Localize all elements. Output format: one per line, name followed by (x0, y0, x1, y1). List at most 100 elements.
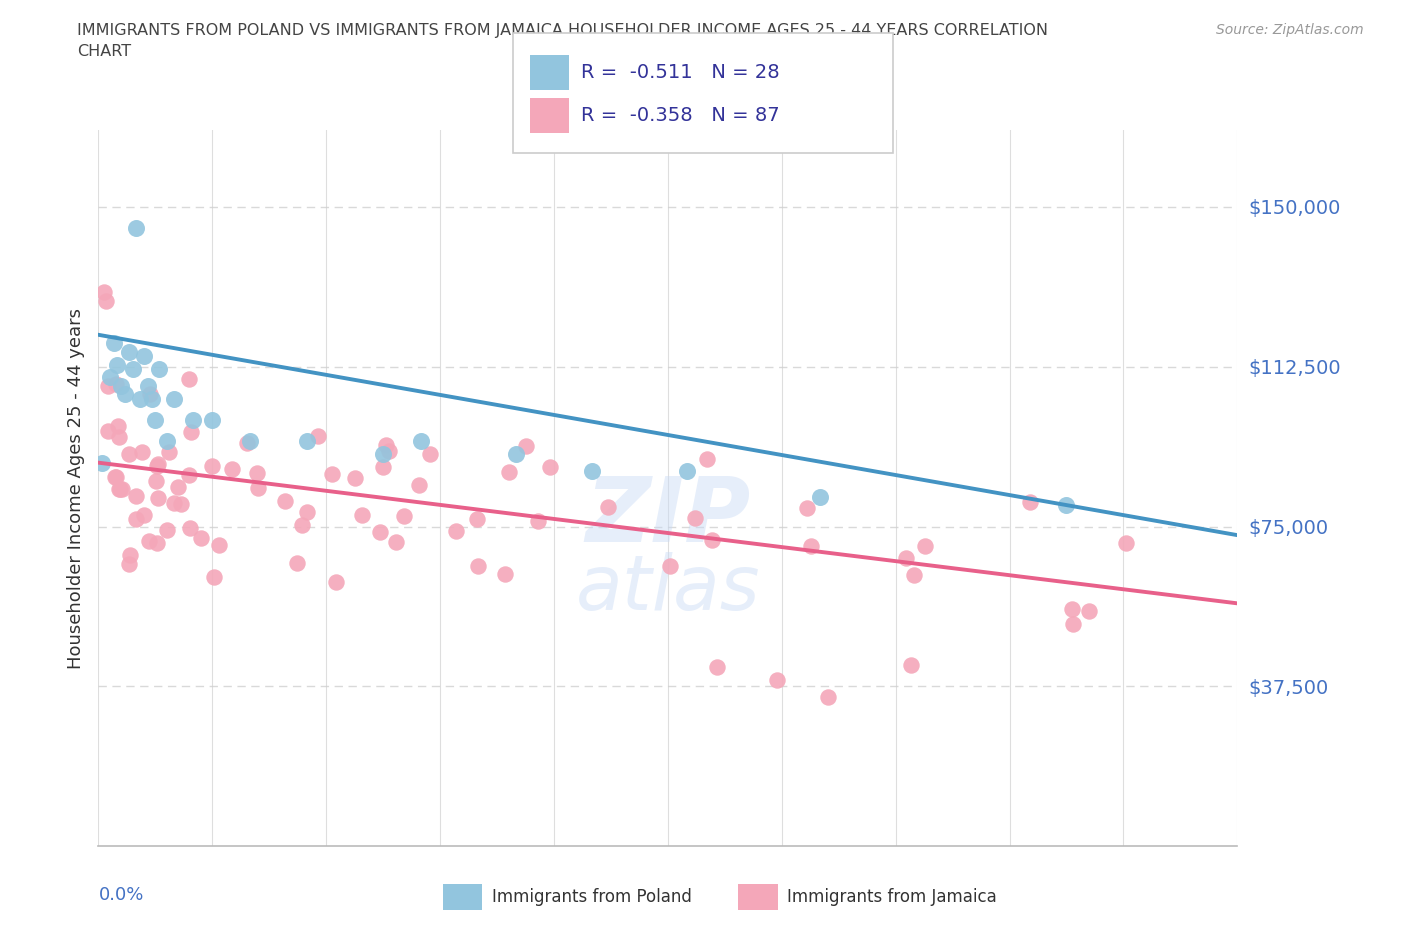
Point (706, 660, 728, 675)
Point (598, 499, 620, 514)
Point (246, 466, 269, 481)
Y-axis label: Householder Income Ages 25 - 44 years: Householder Income Ages 25 - 44 years (66, 308, 84, 669)
Point (146, 457, 169, 472)
Point (110, 379, 132, 393)
Point (659, 559, 682, 574)
Point (136, 379, 159, 393)
Point (465, 512, 488, 526)
Point (125, 220, 148, 235)
Point (285, 555, 308, 570)
Point (297, 434, 319, 449)
Point (148, 362, 170, 377)
Point (107, 357, 129, 372)
Text: IMMIGRANTS FROM POLAND VS IMMIGRANTS FROM JAMAICA HOUSEHOLDER INCOME AGES 25 - 4: IMMIGRANTS FROM POLAND VS IMMIGRANTS FRO… (77, 23, 1049, 38)
Point (114, 387, 136, 402)
Point (538, 459, 561, 474)
Point (247, 481, 270, 496)
Point (183, 413, 205, 428)
Point (444, 524, 467, 538)
Text: R =  -0.511   N = 28: R = -0.511 N = 28 (581, 63, 779, 82)
Text: 0.0%: 0.0% (98, 885, 143, 904)
Point (138, 534, 160, 549)
Point (108, 430, 131, 445)
Point (118, 344, 141, 359)
Point (894, 551, 917, 565)
Point (274, 494, 297, 509)
Point (179, 521, 201, 536)
Point (107, 482, 129, 497)
Point (202, 570, 225, 585)
Point (307, 429, 329, 444)
Point (368, 525, 391, 539)
Text: R =  -0.358   N = 87: R = -0.358 N = 87 (581, 106, 779, 125)
Point (146, 536, 169, 551)
Point (581, 464, 603, 479)
Point (1078, 604, 1101, 618)
Point (685, 511, 707, 525)
Point (903, 567, 925, 582)
Point (208, 538, 231, 553)
Point (157, 445, 180, 459)
Point (817, 690, 839, 705)
Point (384, 535, 406, 550)
Point (97, 379, 120, 393)
Point (494, 566, 516, 581)
Point (796, 500, 818, 515)
Point (1062, 602, 1084, 617)
Point (98, 370, 121, 385)
Point (104, 470, 127, 485)
Point (118, 557, 141, 572)
Point (914, 539, 936, 554)
Point (103, 336, 125, 351)
Point (139, 387, 162, 402)
Point (105, 470, 128, 485)
Point (201, 413, 224, 428)
Point (163, 392, 186, 406)
Point (131, 445, 153, 459)
Point (467, 559, 489, 574)
Point (291, 517, 314, 532)
Point (110, 482, 132, 497)
Text: Immigrants from Poland: Immigrants from Poland (492, 887, 692, 906)
Point (121, 362, 143, 377)
Text: ZIP: ZIP (585, 472, 751, 561)
Point (373, 459, 395, 474)
Point (125, 512, 148, 526)
Point (1019, 495, 1042, 510)
Point (145, 459, 167, 474)
Point (236, 436, 259, 451)
Point (167, 480, 190, 495)
Point (1062, 617, 1084, 631)
Point (110, 482, 132, 497)
Point (93, 285, 115, 299)
Point (352, 508, 374, 523)
Point (145, 413, 167, 428)
Point (146, 490, 169, 505)
Point (177, 372, 200, 387)
Text: Immigrants from Jamaica: Immigrants from Jamaica (787, 887, 997, 906)
Text: CHART: CHART (77, 44, 131, 59)
Point (118, 446, 141, 461)
Text: Source: ZipAtlas.com: Source: ZipAtlas.com (1216, 23, 1364, 37)
Point (129, 392, 152, 406)
Point (201, 458, 224, 473)
Point (141, 392, 163, 406)
Point (808, 489, 831, 504)
Point (107, 418, 129, 433)
Point (321, 467, 343, 482)
Point (526, 513, 548, 528)
Point (498, 464, 520, 479)
Point (765, 673, 787, 688)
Point (124, 488, 146, 503)
Point (156, 434, 179, 449)
Point (676, 464, 699, 479)
Point (118, 548, 141, 563)
Point (411, 434, 433, 449)
Point (325, 575, 347, 590)
Point (392, 509, 415, 524)
Point (96, 423, 118, 438)
Point (163, 496, 186, 511)
Point (344, 471, 367, 485)
Point (239, 434, 262, 449)
Point (177, 467, 200, 482)
